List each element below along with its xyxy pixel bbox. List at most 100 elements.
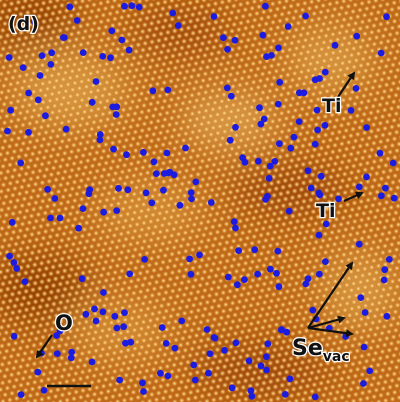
site-dot [158, 324, 166, 331]
marked-sites [4, 2, 398, 401]
site-dot [48, 49, 56, 57]
site-dot [66, 3, 74, 11]
site-dot [10, 259, 18, 266]
site-dot [203, 326, 211, 333]
site-dot [67, 354, 75, 362]
site-dot [241, 276, 248, 283]
site-dot [232, 339, 240, 347]
site-dot [271, 158, 279, 165]
site-dot [316, 191, 324, 199]
annotation: Ti [316, 200, 335, 222]
site-dot [290, 133, 298, 141]
site-dot [56, 327, 64, 335]
site-dot [62, 125, 70, 133]
site-dot [88, 358, 96, 366]
site-dot [255, 157, 262, 165]
site-dot [353, 32, 361, 40]
arrow [337, 71, 356, 98]
site-dot [335, 195, 342, 203]
site-dot [257, 120, 265, 128]
site-dot [377, 49, 385, 57]
site-dot [382, 184, 389, 192]
site-dot [254, 270, 261, 278]
site-dot [251, 246, 259, 254]
site-dot [135, 3, 143, 11]
site-dot [304, 275, 312, 283]
site-dot [112, 111, 120, 118]
site-dot [300, 89, 308, 97]
site-dot [127, 338, 135, 346]
site-dot [389, 159, 397, 167]
site-dot [44, 185, 51, 193]
site-dot [79, 205, 87, 213]
site-dot [124, 186, 132, 194]
annotation: O [55, 311, 73, 335]
site-dot [115, 184, 122, 192]
site-dot [7, 106, 14, 114]
site-dot [266, 162, 274, 170]
site-dot [120, 323, 127, 331]
site-dot [113, 207, 121, 215]
arrow [307, 315, 346, 330]
site-dot [304, 167, 312, 175]
site-dot [235, 247, 243, 255]
site-dot [263, 353, 270, 361]
site-dot [53, 350, 61, 357]
site-dot [322, 258, 329, 265]
site-dot [176, 201, 184, 209]
site-dot [286, 375, 294, 383]
site-dot [360, 380, 367, 387]
site-dot [302, 280, 310, 288]
site-dot [314, 126, 321, 134]
site-dot [141, 256, 149, 263]
site-dot [126, 270, 134, 278]
site-dot [278, 326, 286, 333]
site-dot [149, 87, 157, 95]
site-dot [383, 13, 390, 21]
site-dot [390, 194, 398, 202]
site-dot [171, 344, 179, 352]
site-dot [273, 269, 280, 277]
site-dot [160, 170, 168, 177]
site-dot [260, 115, 268, 123]
site-dot [355, 183, 363, 191]
site-dot [316, 270, 323, 278]
site-dot [355, 240, 363, 248]
site-dot [6, 252, 13, 260]
site-dot [302, 12, 309, 20]
site-dot [309, 306, 317, 314]
site-dot [191, 376, 199, 384]
site-dot [34, 96, 42, 104]
site-dot [178, 317, 186, 325]
site-dot [226, 136, 234, 144]
site-dot [228, 384, 236, 392]
site-dot [363, 173, 370, 181]
site-dot [366, 367, 374, 375]
site-dot [259, 31, 267, 39]
site-dot [91, 305, 98, 313]
site-dot [110, 145, 117, 153]
site-dot [164, 372, 172, 380]
site-dot [285, 207, 293, 215]
site-dot [360, 343, 368, 351]
annotation: Sevac [292, 336, 350, 365]
site-dot [283, 328, 291, 336]
site-dot [121, 309, 128, 316]
site-dot [56, 214, 64, 222]
site-dot [128, 2, 136, 10]
site-dot [60, 34, 67, 41]
site-dot [92, 78, 100, 85]
site-dot [157, 369, 164, 377]
site-dot [221, 346, 228, 354]
site-dot [148, 199, 156, 207]
site-dot [256, 104, 263, 112]
site-dot [75, 224, 82, 232]
site-dot [79, 49, 87, 56]
site-dot [188, 195, 195, 203]
site-dot [263, 53, 270, 60]
site-dot [17, 159, 25, 167]
site-dot [19, 64, 27, 71]
site-dot [266, 265, 274, 273]
site-dot [30, 18, 38, 26]
